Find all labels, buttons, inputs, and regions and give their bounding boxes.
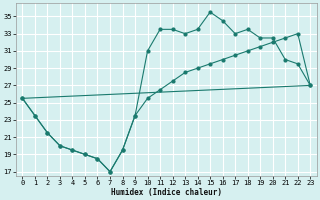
X-axis label: Humidex (Indice chaleur): Humidex (Indice chaleur) — [111, 188, 222, 197]
